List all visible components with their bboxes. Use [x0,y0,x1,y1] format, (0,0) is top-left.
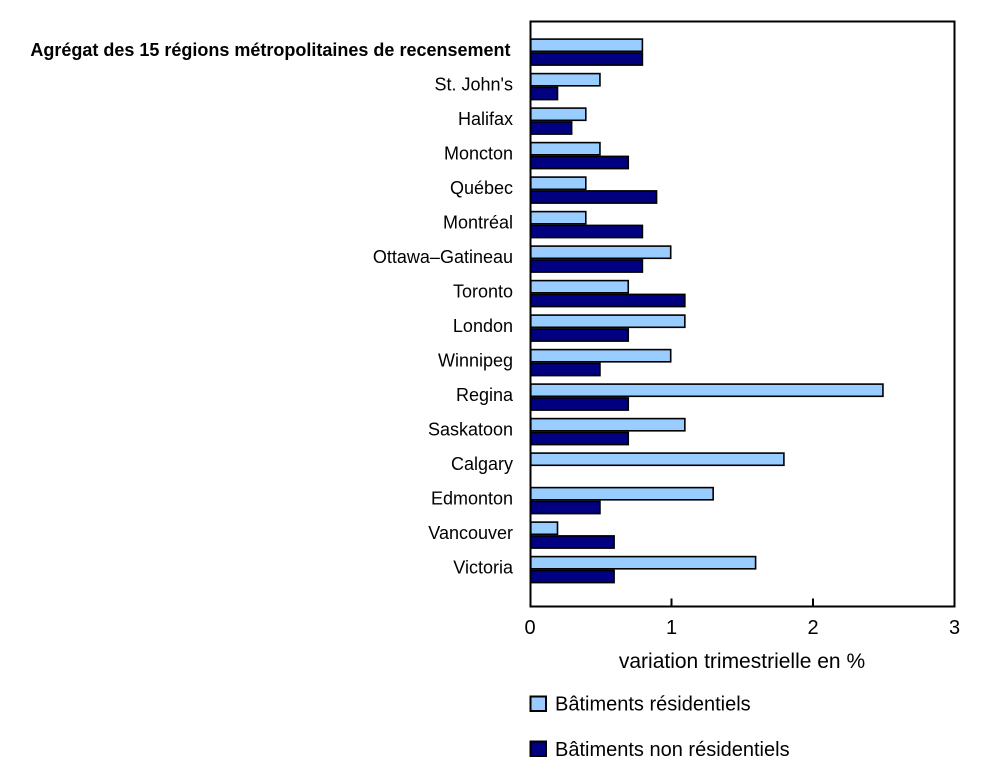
svg-text:1: 1 [666,617,677,639]
svg-text:0: 0 [524,617,535,639]
svg-text:Victoria: Victoria [453,557,514,577]
svg-text:Québec: Québec [450,178,513,198]
svg-text:Halifax: Halifax [458,109,513,129]
svg-text:Calgary: Calgary [451,454,513,474]
svg-text:Bâtiments résidentiels: Bâtiments résidentiels [555,694,751,716]
svg-text:Winnipeg: Winnipeg [438,350,513,370]
svg-text:Toronto: Toronto [453,281,513,301]
svg-text:London: London [453,316,513,336]
svg-text:Ottawa–Gatineau: Ottawa–Gatineau [373,247,513,267]
svg-text:2: 2 [807,617,818,639]
svg-text:3: 3 [949,617,960,639]
svg-text:Bâtiments non résidentiels: Bâtiments non résidentiels [555,739,790,761]
svg-text:Agrégat des 15 régions métropo: Agrégat des 15 régions métropolitaines d… [30,40,510,60]
svg-text:Moncton: Moncton [444,143,513,163]
svg-text:Edmonton: Edmonton [431,488,513,508]
svg-text:Regina: Regina [456,385,514,405]
svg-text:Vancouver: Vancouver [428,523,513,543]
svg-text:Montréal: Montréal [443,212,513,232]
svg-text:variation trimestrielle en %: variation trimestrielle en % [619,650,865,673]
svg-text:Saskatoon: Saskatoon [428,419,513,439]
svg-text:St. John's: St. John's [435,74,513,94]
